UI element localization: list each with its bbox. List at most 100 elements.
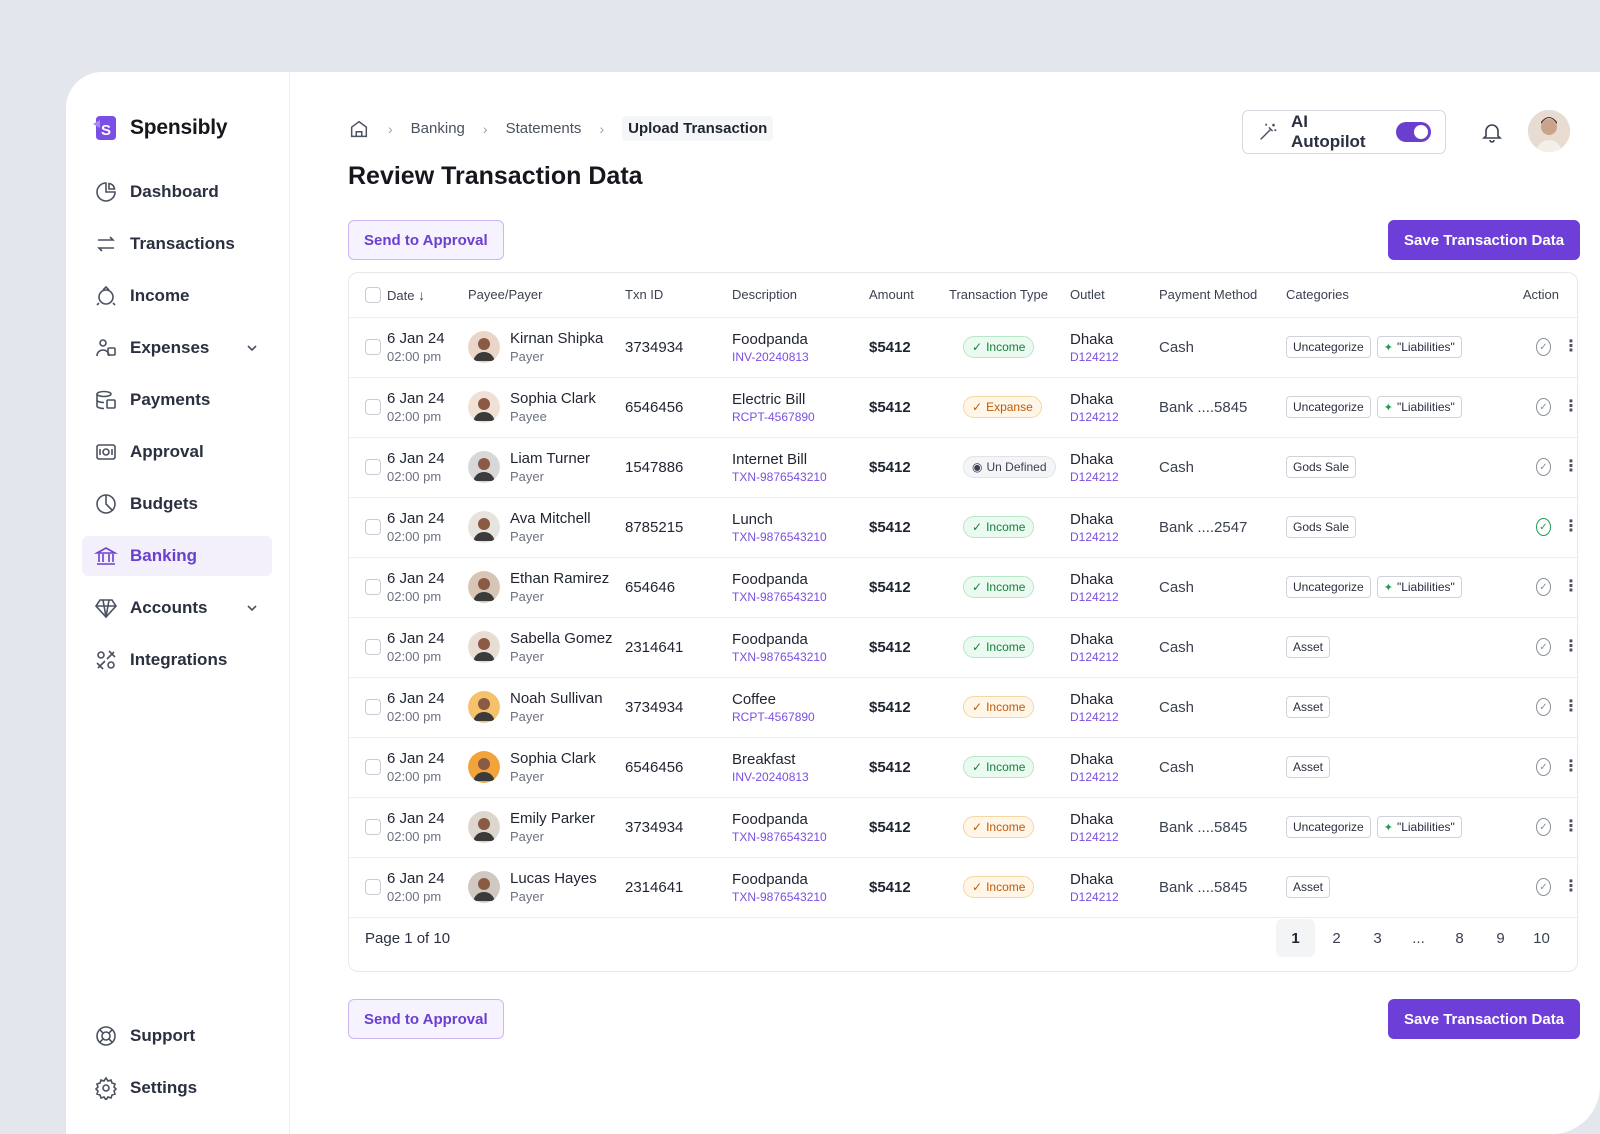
more-options-icon[interactable]: ⋮ [1563,578,1579,595]
more-options-icon[interactable]: ⋮ [1563,398,1579,415]
row-checkbox[interactable] [365,819,381,835]
row-checkbox[interactable] [365,699,381,715]
reference-link[interactable]: TXN-9876543210 [732,589,827,604]
sidebar-item-approval[interactable]: Approval [82,432,272,472]
more-options-icon[interactable]: ⋮ [1563,638,1579,655]
sidebar-item-transactions[interactable]: Transactions [82,224,272,264]
outlet-code[interactable]: D124212 [1070,469,1119,484]
send-to-approval-button-bottom[interactable]: Send to Approval [348,999,504,1039]
breadcrumb-statements[interactable]: Statements [505,120,582,137]
user-avatar[interactable] [1528,110,1570,152]
table-row[interactable]: 6 Jan 24 02:00 pm Ava Mitchell Payer 87852… [349,497,1579,558]
approve-check-icon[interactable]: ✓ [1536,398,1551,416]
transaction-type-badge[interactable]: ✓ Income [963,336,1035,358]
outlet-code[interactable]: D124212 [1070,889,1119,904]
table-row[interactable]: 6 Jan 24 02:00 pm Liam Turner Payer 154788… [349,437,1579,498]
approve-check-icon[interactable]: ✓ [1536,758,1551,776]
bell-icon[interactable] [1480,120,1504,144]
sidebar-item-support[interactable]: Support [82,1016,272,1056]
sidebar-item-payments[interactable]: Payments [82,380,272,420]
select-all-checkbox[interactable] [365,286,381,303]
reference-link[interactable]: RCPT-4567890 [732,409,815,424]
category-tag[interactable]: ✦ "Liabilities" [1376,336,1462,359]
reference-link[interactable]: TXN-9876543210 [732,529,827,544]
category-tag[interactable]: ✦ "Liabilities" [1376,396,1462,419]
page-button[interactable]: 2 [1332,929,1341,947]
ai-autopilot-control[interactable]: AI Autopilot [1242,110,1446,154]
category-tag[interactable]: Uncategorize [1286,815,1371,838]
category-tag[interactable]: Uncategorize [1286,395,1371,418]
approve-check-icon[interactable]: ✓ [1536,578,1551,596]
save-transaction-data-button[interactable]: Save Transaction Data [1388,220,1581,260]
outlet-code[interactable]: D124212 [1070,709,1119,724]
outlet-code[interactable]: D124212 [1070,769,1119,784]
breadcrumb-banking[interactable]: Banking [410,120,465,137]
category-tag[interactable]: Asset [1286,756,1331,778]
reference-link[interactable]: INV-20240813 [732,769,809,784]
category-tag[interactable]: Asset [1286,876,1331,898]
send-to-approval-button[interactable]: Send to Approval [348,220,504,260]
more-options-icon[interactable]: ⋮ [1563,758,1579,775]
sidebar-item-accounts[interactable]: Accounts [82,588,272,628]
row-checkbox[interactable] [365,519,381,535]
outlet-code[interactable]: D124212 [1070,529,1119,544]
approve-check-icon[interactable]: ✓ [1536,518,1551,536]
table-row[interactable]: 6 Jan 24 02:00 pm Lucas Hayes Payer 231464… [349,857,1579,918]
reference-link[interactable]: TXN-9876543210 [732,649,827,664]
page-button[interactable]: 10 [1533,929,1550,947]
category-tag[interactable]: Uncategorize [1286,575,1371,598]
more-options-icon[interactable]: ⋮ [1563,338,1579,355]
category-tag[interactable]: Gods Sale [1286,516,1357,538]
sidebar-item-banking[interactable]: Banking [82,536,272,576]
reference-link[interactable]: TXN-9876543210 [732,829,827,844]
transaction-type-badge[interactable]: ✓ Income [963,576,1035,598]
transaction-type-badge[interactable]: ✓ Income [963,816,1035,838]
table-row[interactable]: 6 Jan 24 02:00 pm Emily Parker Payer 37349… [349,797,1579,858]
row-checkbox[interactable] [365,399,381,415]
reference-link[interactable]: INV-20240813 [732,349,809,364]
page-button[interactable]: 9 [1496,929,1505,947]
approve-check-icon[interactable]: ✓ [1536,818,1551,836]
more-options-icon[interactable]: ⋮ [1563,818,1579,835]
reference-link[interactable]: RCPT-4567890 [732,709,815,724]
category-tag[interactable]: Uncategorize [1286,335,1371,358]
brand[interactable]: S Spensibly [90,112,228,144]
table-row[interactable]: 6 Jan 24 02:00 pm Sabella Gomez Payer 2314… [349,617,1579,678]
table-row[interactable]: 6 Jan 24 02:00 pm Noah Sullivan Payer 3734… [349,677,1579,738]
table-row[interactable]: 6 Jan 24 02:00 pm Kirnan Shipka Payer 3734… [349,317,1579,378]
approve-check-icon[interactable]: ✓ [1536,338,1551,356]
page-button[interactable]: 3 [1373,929,1382,947]
transaction-type-badge[interactable]: ✓ Income [963,516,1035,538]
category-tag[interactable]: Asset [1286,696,1331,718]
outlet-code[interactable]: D124212 [1070,409,1119,424]
more-options-icon[interactable]: ⋮ [1563,698,1579,715]
approve-check-icon[interactable]: ✓ [1536,638,1551,656]
reference-link[interactable]: TXN-9876543210 [732,469,827,484]
chevron-down-icon[interactable] [244,600,260,616]
category-tag[interactable]: Asset [1286,636,1331,658]
sidebar-item-expenses[interactable]: Expenses [82,328,272,368]
table-row[interactable]: 6 Jan 24 02:00 pm Ethan Ramirez Payer 6546… [349,557,1579,618]
approve-check-icon[interactable]: ✓ [1536,878,1551,896]
more-options-icon[interactable]: ⋮ [1563,458,1579,475]
sidebar-item-dashboard[interactable]: Dashboard [82,172,272,212]
row-checkbox[interactable] [365,879,381,895]
transaction-type-badge[interactable]: ◉ Un Defined [963,456,1056,478]
page-button[interactable]: 8 [1455,929,1464,947]
table-row[interactable]: 6 Jan 24 02:00 pm Sophia Clark Payee 65464… [349,377,1579,438]
outlet-code[interactable]: D124212 [1070,349,1119,364]
row-checkbox[interactable] [365,579,381,595]
reference-link[interactable]: TXN-9876543210 [732,889,827,904]
row-checkbox[interactable] [365,759,381,775]
page-button[interactable]: 1 [1276,919,1315,957]
sidebar-item-settings[interactable]: Settings [82,1068,272,1108]
more-options-icon[interactable]: ⋮ [1563,518,1579,535]
outlet-code[interactable]: D124212 [1070,589,1119,604]
sidebar-item-integrations[interactable]: Integrations [82,640,272,680]
ai-autopilot-toggle[interactable] [1396,122,1431,142]
row-checkbox[interactable] [365,459,381,475]
approve-check-icon[interactable]: ✓ [1536,698,1551,716]
category-tag[interactable]: ✦ "Liabilities" [1376,576,1462,599]
chevron-down-icon[interactable] [244,340,260,356]
column-date[interactable]: Date ↓ [387,273,468,318]
